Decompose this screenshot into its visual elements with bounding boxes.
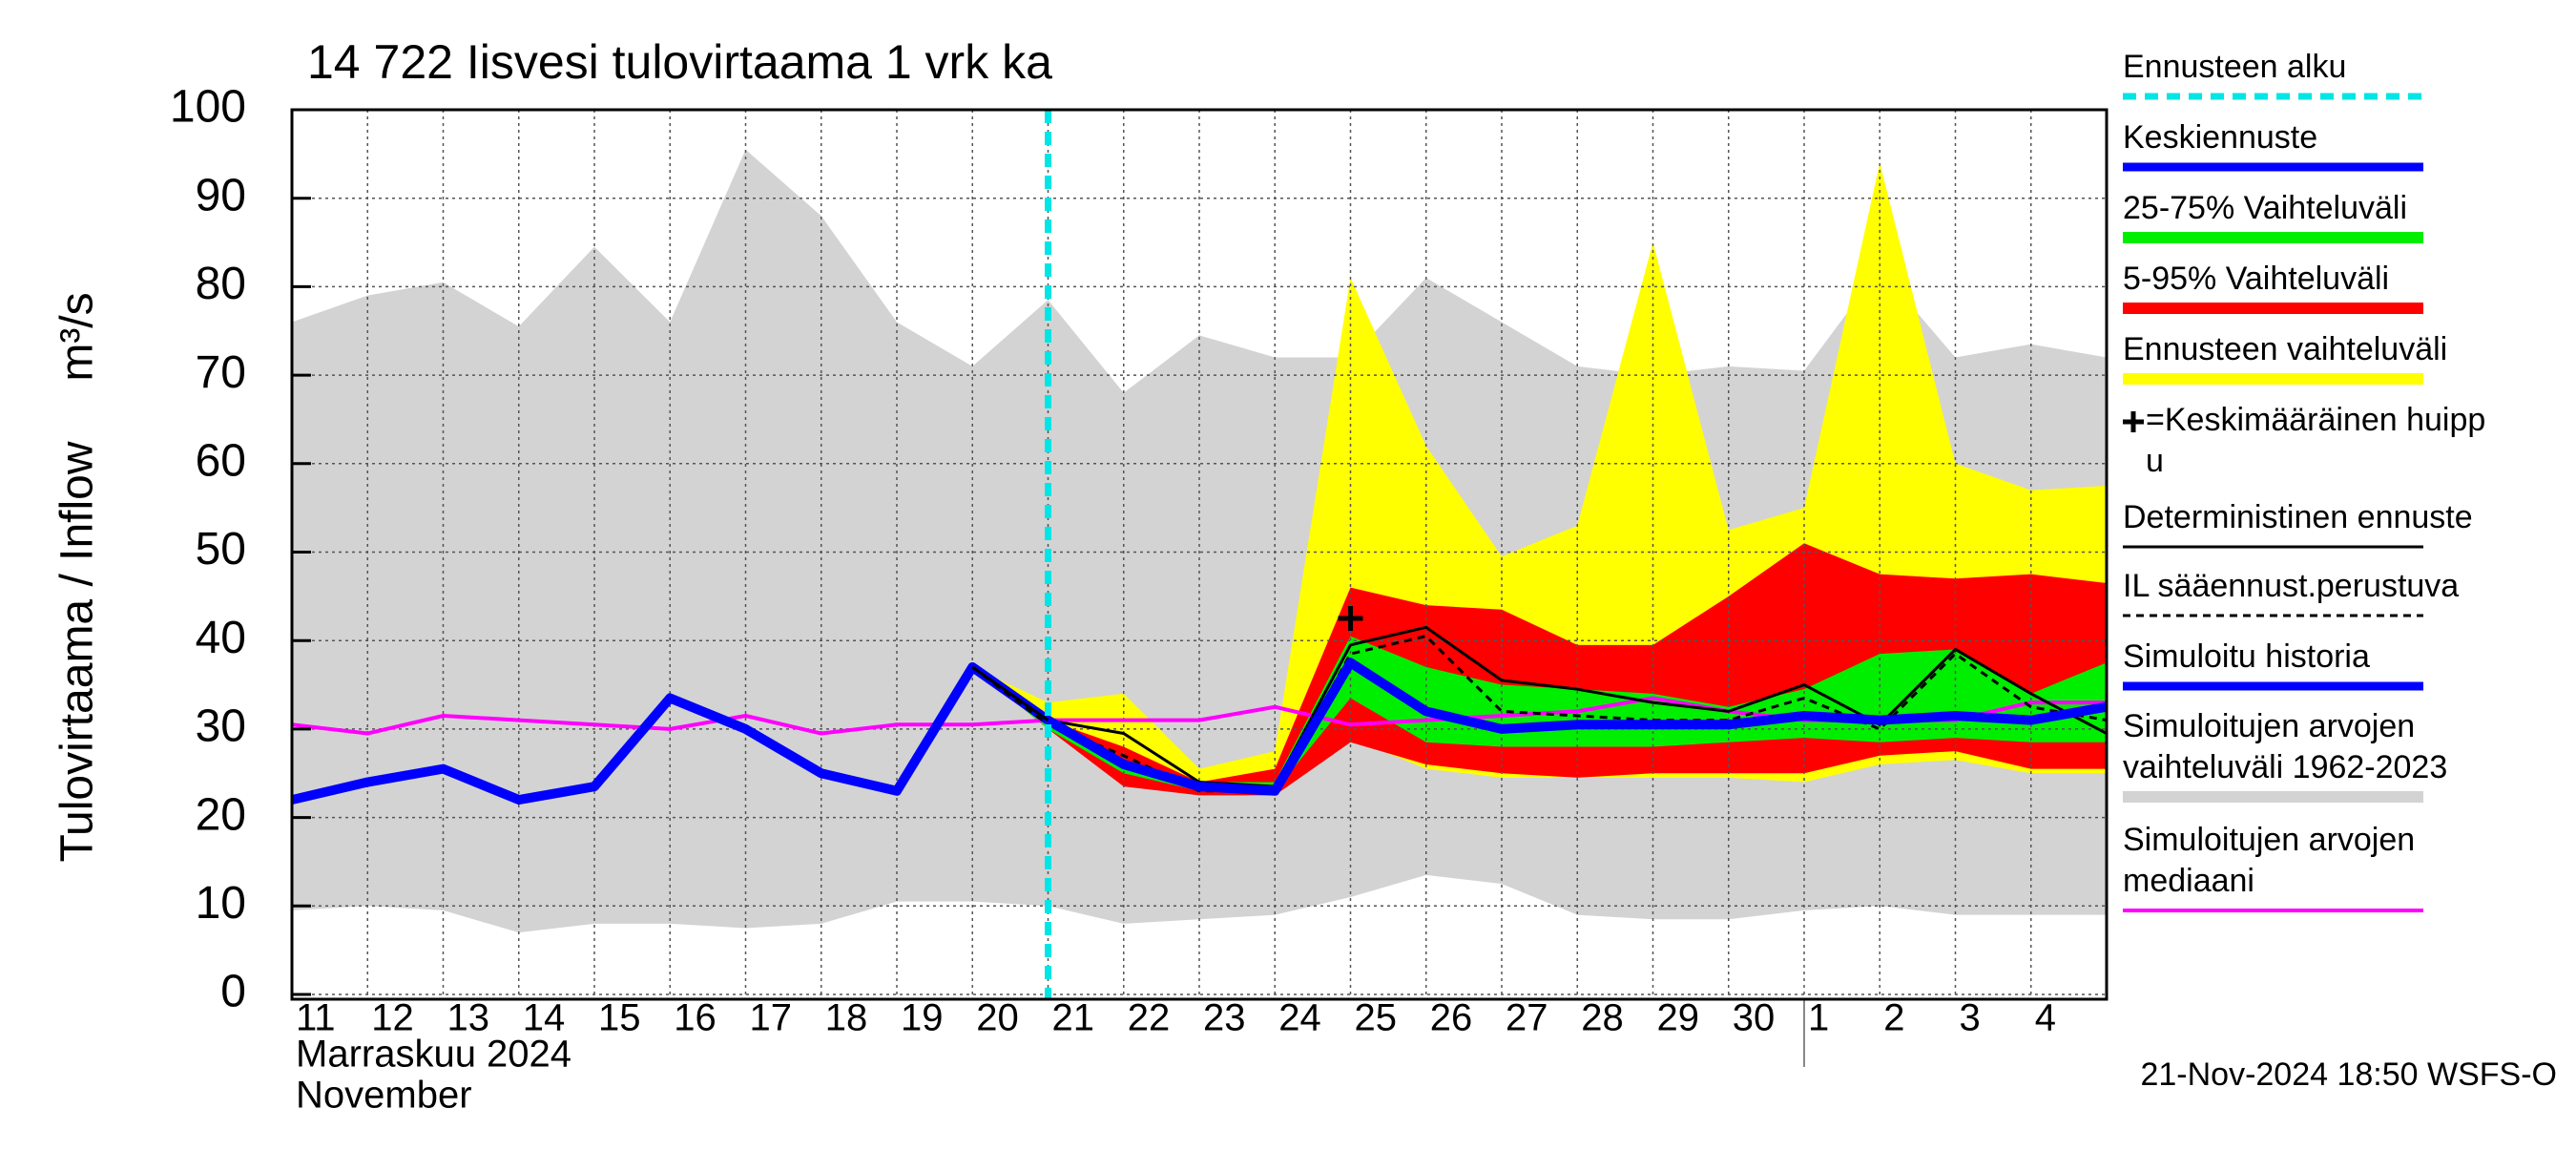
x-tick-label: 19 [901, 997, 944, 1039]
y-tick-label: 70 [196, 347, 246, 398]
x-tick-label: 25 [1355, 997, 1398, 1039]
legend-label: vaihteluväli 1962-2023 [2123, 749, 2447, 785]
y-tick-label: 30 [196, 701, 246, 752]
chart-title: 14 722 Iisvesi tulovirtaama 1 vrk ka [307, 35, 1052, 89]
x-tick-label: 2 [1883, 997, 1904, 1039]
x-tick-label: 27 [1506, 997, 1548, 1039]
series-line [971, 625, 2108, 788]
legend-label: Ennusteen vaihteluväli [2123, 331, 2447, 367]
bands-layer [292, 149, 2107, 933]
x-tick-label: 18 [825, 997, 868, 1039]
y-tick-label: 40 [196, 613, 246, 663]
y-axis-label: Tulovirtaama / Inflow [52, 441, 103, 862]
x-tick-label: 22 [1128, 997, 1171, 1039]
grid-layer [291, 109, 2108, 999]
x-tick-label: 14 [523, 997, 566, 1039]
y-tick-label: 10 [196, 878, 246, 929]
y-tick-label: 100 [170, 82, 246, 133]
text-layer: 14 722 Iisvesi tulovirtaama 1 vrk ka Tul… [52, 35, 2557, 1116]
x-sublabel: November [296, 1075, 472, 1117]
legend-label: =Keskimääräinen huipp [2146, 402, 2485, 438]
plot-frame [290, 108, 2109, 1001]
series-line [1045, 658, 2108, 796]
x-tick-label: 30 [1733, 997, 1776, 1039]
x-tick-label: 16 [674, 997, 717, 1039]
x-tick-label: 21 [1052, 997, 1095, 1039]
x-tick-label: 11 [296, 997, 336, 1039]
y-tick-label: 90 [196, 170, 246, 220]
legend-label: IL sääennust.perustuva [2123, 568, 2459, 604]
x-tick-label: 28 [1581, 997, 1624, 1039]
y-tick-label: 50 [196, 524, 246, 575]
x-tick-label: 1 [1808, 997, 1829, 1039]
legend-label: Simuloitujen arvojen [2123, 822, 2415, 858]
x-tick-label: 3 [1960, 997, 1981, 1039]
y-tick-label: 80 [196, 259, 246, 309]
lines-layer [290, 110, 2108, 999]
x-tick-label: 12 [371, 997, 414, 1039]
legend-label: Simuloitujen arvojen [2123, 708, 2415, 744]
legend-label: u [2146, 443, 2164, 479]
peak-marker [1338, 606, 1363, 632]
x-tick-label: 15 [598, 997, 641, 1039]
legend-label: Simuloitu historia [2123, 638, 2370, 675]
series-line [290, 662, 1051, 805]
x-tick-label: 20 [976, 997, 1019, 1039]
legend-label: Deterministinen ennuste [2123, 499, 2473, 535]
x-tick-label: 4 [2035, 997, 2056, 1039]
x-tick-label: 24 [1278, 997, 1321, 1039]
x-tick-label: 29 [1657, 997, 1700, 1039]
x-tick-label: 17 [750, 997, 793, 1039]
y-tick-label: 0 [220, 967, 246, 1017]
y-tick-label: 20 [196, 789, 246, 840]
legend-label: 5-95% Vaihteluväli [2123, 261, 2389, 297]
legend-label: Ennusteen alku [2123, 49, 2346, 85]
footer: 21-Nov-2024 18:50 WSFS-O [2140, 1056, 2557, 1093]
x-sublabel: Marraskuu 2024 [296, 1034, 571, 1076]
legend-marker [2123, 411, 2144, 432]
x-tick-label: 26 [1430, 997, 1473, 1039]
y-axis-unit: m³/s [52, 292, 103, 381]
y-tick-label: 60 [196, 435, 246, 486]
x-tick-label: 13 [447, 997, 490, 1039]
x-tick-label: 23 [1203, 997, 1246, 1039]
legend-label: 25-75% Vaihteluväli [2123, 190, 2407, 226]
legend-label: Keskiennuste [2123, 119, 2317, 156]
legend-label: mediaani [2123, 863, 2254, 899]
